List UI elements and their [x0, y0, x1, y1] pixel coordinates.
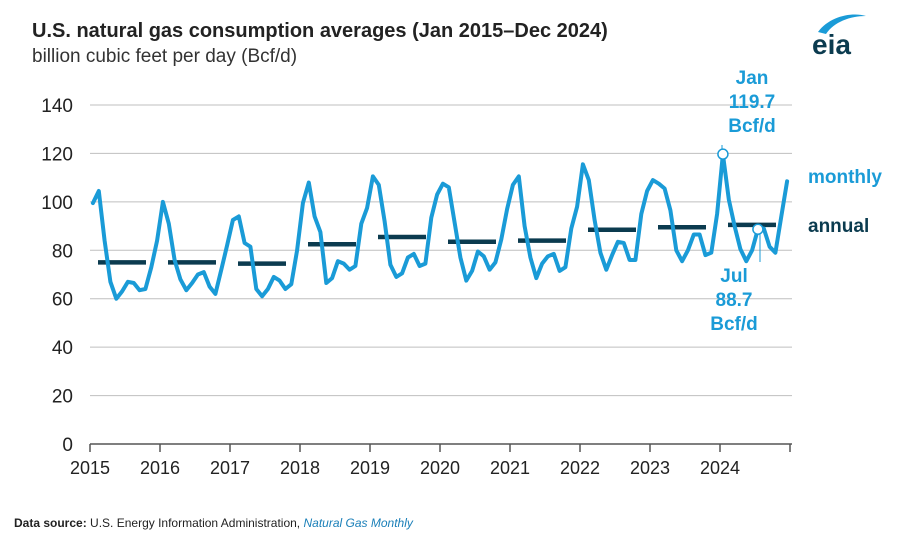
annotation-label-jul: Bcf/d [710, 314, 758, 335]
annotation-marker-jul [752, 223, 764, 235]
y-tick-label: 0 [62, 435, 73, 456]
y-tick-label: 20 [52, 387, 73, 408]
annotation-label-jul: Jul [720, 266, 747, 287]
y-tick-label: 60 [52, 290, 73, 311]
x-tick-label: 2017 [210, 458, 250, 478]
y-tick-label: 120 [41, 144, 73, 165]
annotation-label-jan: 119.7 [729, 92, 776, 113]
x-tick-label: 2015 [70, 458, 110, 478]
annotations: Jan 119.7 Bcf/d Jul 88.7 Bcf/d [710, 68, 776, 335]
monthly-line [90, 152, 790, 301]
x-tick-label: 2024 [700, 458, 740, 478]
chart-subtitle: billion cubic feet per day (Bcf/d) [32, 46, 298, 67]
x-tick-label: 2022 [560, 458, 600, 478]
x-tick-label: 2019 [350, 458, 390, 478]
logo-swoosh [818, 14, 866, 34]
y-tick-label: 140 [41, 96, 73, 117]
x-tick-label: 2023 [630, 458, 670, 478]
legend-label-annual: annual [808, 216, 869, 237]
source-label: Data source: [14, 516, 87, 530]
x-tick-label: 2021 [490, 458, 530, 478]
monthly-series [90, 152, 790, 301]
annotation-marker-jan [717, 148, 729, 160]
eia-logo: eia [812, 14, 866, 60]
logo-text: eia [812, 29, 851, 60]
annotation-label-jan: Jan [736, 68, 769, 89]
data-source: Data source: U.S. Energy Information Adm… [14, 516, 413, 530]
x-tick-label: 2018 [280, 458, 320, 478]
y-axis-tick-labels: 0 20 40 60 80 100 120 140 [41, 96, 73, 456]
annotation-label-jul: 88.7 [716, 290, 753, 311]
legend-label-monthly: monthly [808, 167, 882, 188]
source-agency: U.S. Energy Information Administration, [90, 516, 301, 530]
annotation-label-jan: Bcf/d [728, 116, 776, 137]
chart-title: U.S. natural gas consumption averages (J… [32, 20, 608, 42]
source-publication: Natural Gas Monthly [303, 516, 413, 530]
y-tick-label: 100 [41, 193, 73, 214]
x-tick-label: 2020 [420, 458, 460, 478]
y-tick-label: 80 [52, 241, 73, 262]
x-tick-label: 2016 [140, 458, 180, 478]
x-axis: 2015 2016 2017 2018 2019 2020 2021 2022 2023 2024 [70, 443, 792, 478]
legend: monthly annual [808, 167, 882, 237]
y-tick-label: 40 [52, 338, 73, 359]
